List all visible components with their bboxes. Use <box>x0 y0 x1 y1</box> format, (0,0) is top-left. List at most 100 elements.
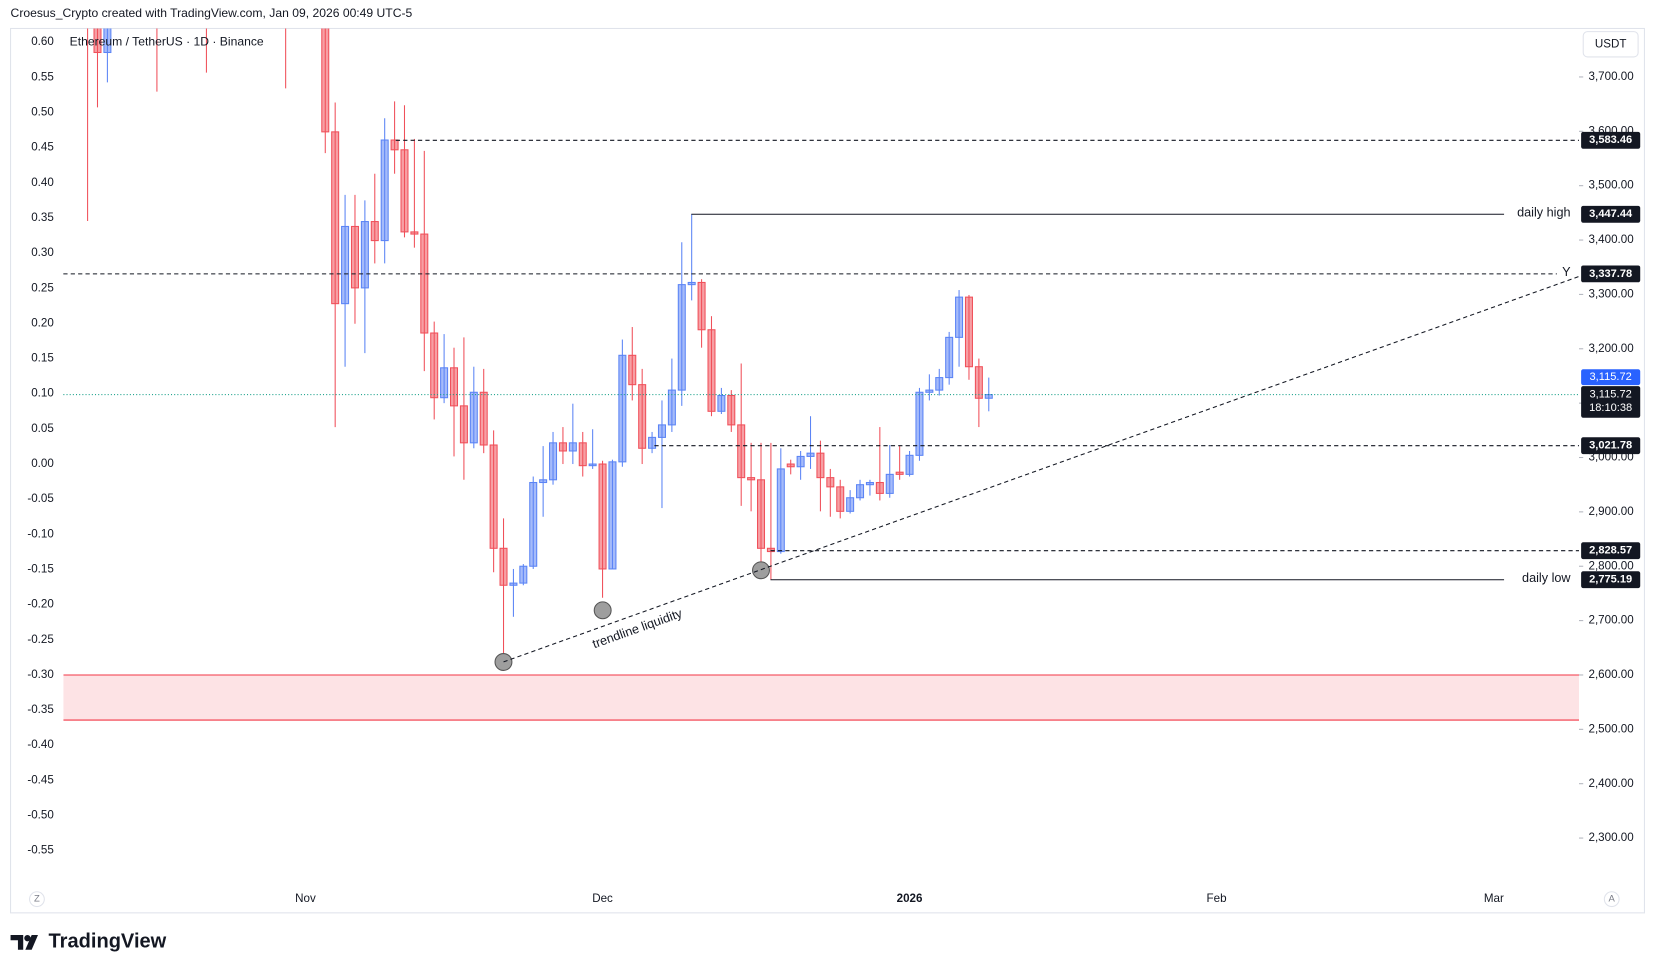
y2-tick-label: 0.45 <box>31 141 54 154</box>
candle-body <box>766 547 775 553</box>
candle-body <box>410 231 419 235</box>
scale-button-label[interactable]: Z <box>34 894 40 905</box>
y2-tick-label: -0.15 <box>27 563 53 576</box>
candle-body <box>93 28 102 54</box>
last-price-badge-label: 3,115.72 <box>1590 371 1632 383</box>
candle-body <box>380 139 389 242</box>
level-price-label-box <box>1581 265 1641 283</box>
header: Croesus_Crypto created with TradingView.… <box>11 6 413 20</box>
candle-body <box>400 149 409 233</box>
y2-tick-label: 0.55 <box>31 70 54 83</box>
candle-body <box>796 455 805 468</box>
y-tick-label: 3,300.00 <box>1589 287 1634 300</box>
brand-logo: TradingView <box>10 931 167 953</box>
y-tick-label: 2,400.00 <box>1589 777 1634 790</box>
candle-body <box>449 367 459 407</box>
liquidity-marker <box>752 561 770 580</box>
candle-body <box>974 366 983 399</box>
y2-tick-label: 0.05 <box>31 422 54 435</box>
candle-body <box>856 484 865 499</box>
level-price-label: 2,775.19 <box>1589 574 1632 586</box>
y2-tick-label: 0.25 <box>31 281 54 294</box>
candle-body <box>608 461 617 570</box>
y-tick-label: 3,500.00 <box>1589 179 1634 192</box>
level-text: daily low <box>1522 571 1571 585</box>
chart-frame <box>10 27 1645 914</box>
y2-tick-label: 0.30 <box>31 246 54 259</box>
candle-body <box>806 452 815 457</box>
y-tick-label: 2,300.00 <box>1589 831 1634 844</box>
candle-body <box>370 221 379 242</box>
y-tick-label: 2,600.00 <box>1589 668 1634 681</box>
y2-tick-label: 0.00 <box>31 457 54 470</box>
candle-body <box>539 479 548 484</box>
symbol-title: Ethereum / TetherUS · 1D · Binance <box>70 34 264 48</box>
y2-tick-label: -0.20 <box>27 598 53 611</box>
candle-body <box>549 442 558 481</box>
last-price-badge <box>1581 369 1641 386</box>
candle-body <box>331 131 340 305</box>
scale-button[interactable] <box>1603 891 1620 908</box>
candle-body <box>786 463 795 468</box>
plot-area <box>63 28 1580 721</box>
candle-body <box>984 394 993 399</box>
candle-body <box>816 452 825 479</box>
level-price-label-box <box>1581 205 1641 223</box>
y-tick-label: 3,200.00 <box>1589 342 1634 355</box>
candle-body <box>341 225 350 305</box>
candle-body <box>529 481 538 567</box>
candle-body <box>846 497 855 512</box>
scale-button-label[interactable]: A <box>1609 894 1616 905</box>
candle-body <box>885 473 894 494</box>
candle-body <box>509 582 518 586</box>
candle-body <box>667 389 676 426</box>
last-price-box <box>1581 386 1641 418</box>
scale-button[interactable] <box>29 891 45 908</box>
candle-body <box>459 405 468 444</box>
y2-tick-label: 0.20 <box>31 316 54 329</box>
candle-body <box>440 367 449 399</box>
candle-body <box>915 391 924 456</box>
y2-tick-label: -0.55 <box>27 844 53 857</box>
y-tick-label: 3,400.00 <box>1589 233 1634 246</box>
level-price-label: 3,583.46 <box>1589 134 1632 146</box>
candle-body <box>598 463 607 570</box>
y2-tick-label: -0.45 <box>27 773 53 786</box>
level-price-label: 3,447.44 <box>1589 208 1633 220</box>
candle-body <box>836 486 845 512</box>
currency-box[interactable] <box>1582 31 1639 58</box>
candle-body <box>945 336 954 379</box>
candle-body <box>756 479 766 549</box>
y2-tick-label: -0.35 <box>27 703 53 716</box>
y2-tick-label: 0.60 <box>31 35 54 48</box>
candle-body <box>697 281 706 331</box>
y2-tick-label: -0.30 <box>27 668 53 681</box>
y2-tick-label: -0.40 <box>27 738 53 751</box>
candle-body <box>717 395 726 412</box>
candle-body <box>677 284 686 391</box>
level-text: Y <box>1562 265 1571 279</box>
x-tick-label: 2026 <box>897 892 923 905</box>
candle-body <box>469 391 478 444</box>
currency[interactable]: USDT <box>1595 37 1627 50</box>
zone <box>63 674 1580 721</box>
candle-body <box>430 332 439 399</box>
candle-body <box>390 139 399 151</box>
y-tick-label: 2,500.00 <box>1589 722 1634 735</box>
level-price-label-box <box>1581 571 1641 589</box>
candle-body <box>776 468 785 553</box>
y2-tick-label: 0.15 <box>31 352 54 365</box>
last-price-label: 3,115.72 <box>1590 389 1632 401</box>
candle-body <box>568 442 577 452</box>
candle-body <box>360 221 369 289</box>
candle-body <box>103 28 112 54</box>
level-text: daily high <box>1517 206 1570 220</box>
y-tick-label: 2,900.00 <box>1589 505 1634 518</box>
candle-body <box>628 354 637 386</box>
liquidity-marker <box>494 653 513 671</box>
trendline <box>503 275 1580 663</box>
x-tick-label: Nov <box>295 892 316 905</box>
candle-body <box>350 225 359 289</box>
